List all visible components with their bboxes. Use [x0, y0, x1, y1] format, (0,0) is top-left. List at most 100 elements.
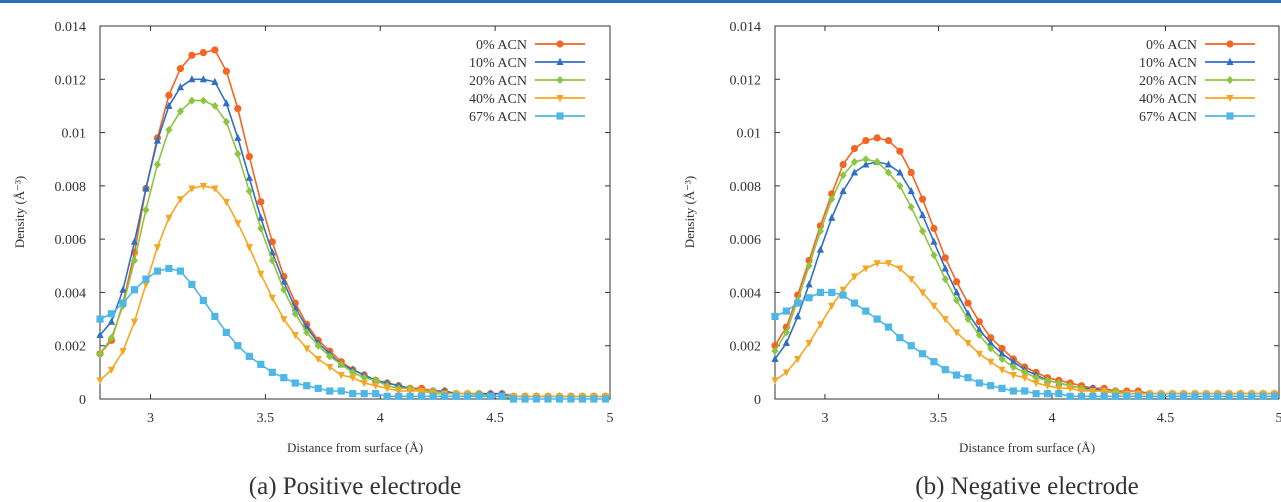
series-0-acn: [771, 134, 1279, 398]
data-point: [486, 392, 495, 400]
series-40-acn: [771, 260, 1279, 398]
data-point: [941, 366, 949, 374]
legend-marker: [1226, 112, 1234, 120]
data-point: [291, 309, 299, 318]
y-tick-label: 0.006: [730, 233, 762, 248]
y-tick-label: 0.004: [730, 286, 762, 301]
series-line: [774, 137, 1275, 395]
x-tick-label: 3.5: [257, 411, 275, 426]
panel-a-legend: 0% ACN 10% ACN 20% ACN 40% ACN 67% ACN: [469, 38, 585, 125]
data-point: [850, 299, 859, 307]
series-line: [99, 49, 606, 398]
data-point: [1043, 390, 1052, 398]
x-tick-label: 3.5: [930, 411, 948, 426]
data-point: [1214, 392, 1222, 400]
data-point: [1021, 387, 1029, 395]
data-point: [153, 136, 162, 144]
data-point: [280, 277, 288, 285]
series-line: [99, 185, 606, 398]
data-point: [211, 101, 219, 110]
data-point: [245, 244, 253, 252]
data-point: [234, 342, 242, 350]
data-point: [211, 77, 219, 85]
data-point: [941, 275, 949, 284]
legend-marker: [556, 40, 564, 48]
y-tick-label: 0.012: [55, 73, 87, 88]
data-point: [839, 186, 847, 195]
data-point: [839, 160, 847, 169]
data-point: [165, 91, 173, 99]
y-tick-label: 0.01: [737, 127, 762, 142]
data-point: [1089, 388, 1097, 396]
data-point: [907, 186, 915, 195]
data-point: [107, 310, 116, 318]
data-point: [1077, 388, 1086, 396]
y-tick-label: 0.01: [62, 127, 87, 142]
data-point: [1055, 390, 1063, 398]
data-point: [794, 356, 802, 364]
data-point: [234, 149, 242, 158]
data-point: [567, 395, 575, 403]
data-point: [862, 160, 870, 168]
data-point: [96, 349, 104, 358]
data-point: [234, 220, 242, 228]
data-point: [96, 377, 104, 385]
data-point: [429, 392, 437, 400]
y-tick-label: 0.006: [55, 233, 87, 248]
data-point: [303, 382, 311, 390]
data-point: [896, 181, 904, 190]
data-point: [234, 104, 242, 113]
data-point: [975, 325, 983, 333]
legend-label: 67% ACN: [1139, 110, 1197, 125]
data-point: [119, 348, 127, 356]
data-point: [884, 260, 893, 268]
panel-b-plot-frame: [774, 25, 1280, 400]
y-tick-label: 0: [79, 393, 86, 408]
data-point: [1100, 392, 1108, 400]
data-point: [372, 376, 380, 385]
panel-a-ticks: 3 3.5 4 4.5 5 0 0.002 0.004 0.006 0.008 0.01 0.012 0…: [55, 20, 614, 426]
data-point: [816, 288, 825, 297]
data-point: [850, 273, 859, 281]
data-point: [578, 395, 587, 403]
data-point: [805, 280, 813, 288]
data-point: [964, 315, 972, 324]
data-point: [199, 75, 207, 83]
data-point: [544, 395, 552, 403]
panel-a-caption: (a) Positive electrode: [249, 473, 461, 500]
legend-label: 0% ACN: [476, 38, 527, 53]
data-point: [360, 380, 368, 388]
data-point: [1055, 379, 1063, 388]
data-point: [805, 294, 813, 302]
data-point: [930, 224, 938, 233]
data-point: [964, 340, 972, 348]
data-point: [896, 168, 904, 176]
data-point: [998, 366, 1006, 374]
data-point: [975, 350, 983, 358]
data-point: [418, 388, 426, 396]
panel-a-series: [96, 46, 610, 403]
data-point: [245, 152, 253, 161]
data-point: [165, 214, 173, 223]
data-point: [291, 379, 299, 387]
series-line: [774, 161, 1275, 395]
data-point: [930, 237, 938, 245]
data-point: [1021, 374, 1029, 382]
series-line: [774, 158, 1275, 395]
data-point: [303, 328, 311, 337]
data-point: [953, 288, 961, 296]
data-point: [1111, 392, 1120, 400]
data-point: [987, 382, 995, 390]
legend-label: 20% ACN: [1139, 74, 1197, 89]
y-tick-label: 0.014: [730, 20, 762, 35]
data-point: [1248, 392, 1256, 400]
data-point: [222, 198, 230, 207]
data-point: [850, 157, 859, 166]
data-point: [1009, 387, 1017, 395]
panel-b-x-axis-label: Distance from surface (Å): [959, 440, 1095, 455]
data-point: [975, 318, 983, 326]
data-point: [794, 299, 802, 307]
data-point: [918, 210, 927, 219]
data-point: [314, 356, 322, 364]
panel-a-x-axis-label: Distance from surface (Å): [287, 440, 423, 455]
